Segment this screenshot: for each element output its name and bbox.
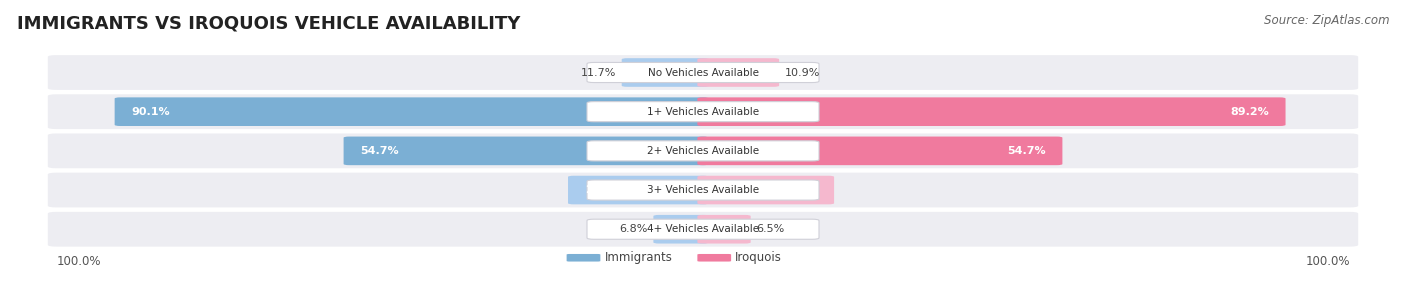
FancyBboxPatch shape [567, 254, 600, 261]
FancyBboxPatch shape [588, 219, 818, 239]
FancyBboxPatch shape [654, 215, 709, 244]
FancyBboxPatch shape [697, 58, 779, 87]
FancyBboxPatch shape [568, 176, 709, 204]
Text: Immigrants: Immigrants [605, 251, 672, 264]
FancyBboxPatch shape [48, 134, 1358, 168]
Text: 100.0%: 100.0% [56, 255, 101, 267]
FancyBboxPatch shape [48, 94, 1358, 129]
FancyBboxPatch shape [697, 215, 751, 244]
Text: 20.0%: 20.0% [585, 185, 623, 195]
Text: 54.7%: 54.7% [360, 146, 399, 156]
FancyBboxPatch shape [697, 136, 1063, 165]
Text: 19.4%: 19.4% [779, 185, 817, 195]
Text: 10.9%: 10.9% [785, 67, 820, 78]
Text: 3+ Vehicles Available: 3+ Vehicles Available [647, 185, 759, 195]
FancyBboxPatch shape [48, 173, 1358, 207]
Text: 89.2%: 89.2% [1230, 107, 1268, 117]
FancyBboxPatch shape [588, 62, 818, 83]
FancyBboxPatch shape [48, 212, 1358, 247]
FancyBboxPatch shape [697, 97, 1285, 126]
Text: 2+ Vehicles Available: 2+ Vehicles Available [647, 146, 759, 156]
Text: 100.0%: 100.0% [1305, 255, 1350, 267]
FancyBboxPatch shape [588, 141, 818, 161]
Text: 6.5%: 6.5% [756, 224, 785, 234]
Text: IMMIGRANTS VS IROQUOIS VEHICLE AVAILABILITY: IMMIGRANTS VS IROQUOIS VEHICLE AVAILABIL… [17, 14, 520, 32]
Text: Source: ZipAtlas.com: Source: ZipAtlas.com [1264, 14, 1389, 27]
FancyBboxPatch shape [697, 176, 834, 204]
FancyBboxPatch shape [588, 102, 818, 122]
FancyBboxPatch shape [48, 55, 1358, 90]
Text: No Vehicles Available: No Vehicles Available [648, 67, 758, 78]
Text: 1+ Vehicles Available: 1+ Vehicles Available [647, 107, 759, 117]
Text: 6.8%: 6.8% [620, 224, 648, 234]
Text: 11.7%: 11.7% [581, 67, 616, 78]
FancyBboxPatch shape [697, 254, 731, 261]
Text: 90.1%: 90.1% [132, 107, 170, 117]
FancyBboxPatch shape [343, 136, 709, 165]
Text: Iroquois: Iroquois [735, 251, 782, 264]
Text: 54.7%: 54.7% [1007, 146, 1046, 156]
FancyBboxPatch shape [621, 58, 709, 87]
FancyBboxPatch shape [588, 180, 818, 200]
Text: 4+ Vehicles Available: 4+ Vehicles Available [647, 224, 759, 234]
FancyBboxPatch shape [115, 97, 709, 126]
